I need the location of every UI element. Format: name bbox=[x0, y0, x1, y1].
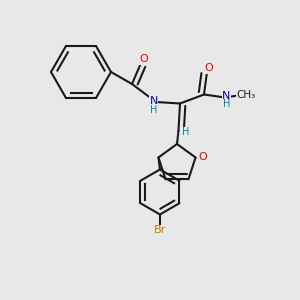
Text: H: H bbox=[182, 127, 190, 137]
Text: O: O bbox=[199, 152, 207, 163]
Text: Br: Br bbox=[154, 225, 166, 236]
Text: O: O bbox=[140, 54, 148, 64]
Text: CH₃: CH₃ bbox=[236, 89, 256, 100]
Text: H: H bbox=[150, 104, 157, 115]
Text: N: N bbox=[149, 95, 158, 106]
Text: N: N bbox=[222, 91, 231, 101]
Text: O: O bbox=[204, 63, 213, 74]
Text: H: H bbox=[223, 99, 230, 109]
